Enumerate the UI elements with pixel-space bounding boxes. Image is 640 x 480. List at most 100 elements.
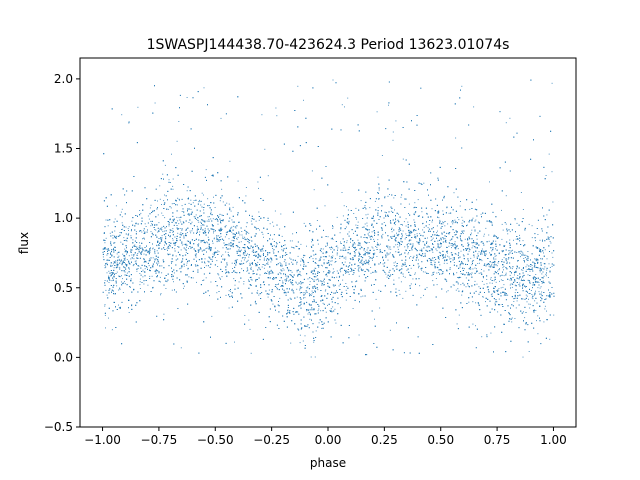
scatter-point <box>478 272 480 274</box>
scatter-point <box>338 285 340 287</box>
scatter-point <box>106 254 108 256</box>
scatter-point <box>354 268 356 269</box>
scatter-point <box>226 231 228 233</box>
scatter-point <box>390 248 392 250</box>
scatter-point <box>541 267 543 269</box>
scatter-point <box>453 262 455 263</box>
scatter-point <box>177 197 179 199</box>
scatter-point <box>190 199 192 201</box>
scatter-point <box>502 251 503 253</box>
scatter-point <box>507 294 509 296</box>
scatter-point <box>321 284 323 286</box>
scatter-point <box>364 223 366 225</box>
scatter-point <box>329 263 331 265</box>
scatter-point <box>503 275 505 277</box>
scatter-point <box>384 196 386 198</box>
scatter-point <box>244 315 246 316</box>
scatter-point <box>150 225 152 227</box>
scatter-point <box>387 245 389 247</box>
scatter-point <box>276 286 278 288</box>
scatter-point <box>541 282 543 284</box>
scatter-point <box>231 231 233 233</box>
scatter-point <box>508 312 510 313</box>
scatter-point <box>116 261 118 263</box>
scatter-point <box>317 243 319 245</box>
scatter-point <box>158 247 160 249</box>
scatter-point <box>150 231 152 233</box>
scatter-point <box>527 279 529 281</box>
scatter-point <box>180 262 182 263</box>
scatter-point <box>228 307 230 309</box>
scatter-point <box>197 221 199 223</box>
scatter-point <box>354 243 356 245</box>
scatter-point <box>385 273 387 275</box>
scatter-point <box>382 223 384 225</box>
scatter-point <box>212 256 214 258</box>
scatter-point <box>259 274 261 276</box>
scatter-point <box>130 278 132 280</box>
scatter-point <box>539 287 541 289</box>
scatter-point <box>298 248 299 250</box>
scatter-point <box>364 251 366 253</box>
scatter-point <box>513 239 514 241</box>
scatter-point <box>212 228 214 230</box>
scatter-point <box>431 221 433 223</box>
scatter-point <box>230 290 231 292</box>
scatter-point <box>528 298 529 300</box>
scatter-point <box>410 256 412 257</box>
scatter-point <box>442 210 444 212</box>
scatter-point <box>503 269 504 271</box>
scatter-point <box>482 296 484 298</box>
scatter-point <box>300 243 302 245</box>
scatter-point <box>370 267 372 268</box>
scatter-point <box>514 318 516 319</box>
scatter-point <box>303 222 305 224</box>
scatter-point <box>291 240 293 242</box>
scatter-point <box>430 240 432 241</box>
scatter-point <box>118 307 120 309</box>
scatter-point <box>495 255 497 257</box>
scatter-point <box>327 236 329 238</box>
scatter-point <box>249 328 251 330</box>
scatter-point <box>397 243 399 245</box>
scatter-point <box>434 263 436 265</box>
scatter-point <box>442 257 444 259</box>
scatter-point <box>196 225 198 227</box>
scatter-point <box>110 275 112 277</box>
scatter-point <box>208 205 210 206</box>
scatter-point <box>230 248 231 250</box>
scatter-point <box>128 312 130 313</box>
scatter-point <box>436 284 438 286</box>
scatter-point <box>183 211 185 213</box>
scatter-point <box>374 252 376 254</box>
scatter-point <box>171 153 172 155</box>
scatter-point <box>361 226 363 228</box>
scatter-point <box>410 239 412 241</box>
scatter-point <box>325 311 327 313</box>
scatter-point <box>516 252 518 253</box>
scatter-point <box>470 257 472 259</box>
scatter-point <box>531 237 533 239</box>
scatter-point <box>526 301 528 303</box>
scatter-point <box>245 226 247 228</box>
scatter-point <box>530 290 532 291</box>
scatter-point <box>161 265 163 267</box>
scatter-point <box>301 286 303 288</box>
scatter-point <box>547 319 548 321</box>
scatter-point <box>315 276 317 278</box>
scatter-point <box>146 266 148 268</box>
scatter-point <box>318 308 320 310</box>
scatter-point <box>248 256 250 258</box>
scatter-point <box>390 210 392 212</box>
scatter-point <box>243 254 245 256</box>
scatter-point <box>140 254 142 255</box>
scatter-point <box>283 269 285 271</box>
scatter-point <box>420 297 422 299</box>
scatter-point <box>404 238 406 240</box>
scatter-point <box>526 259 528 261</box>
scatter-point <box>128 262 129 264</box>
scatter-point <box>419 238 420 239</box>
scatter-point <box>443 262 445 264</box>
scatter-point <box>180 267 182 269</box>
scatter-point <box>378 289 380 291</box>
